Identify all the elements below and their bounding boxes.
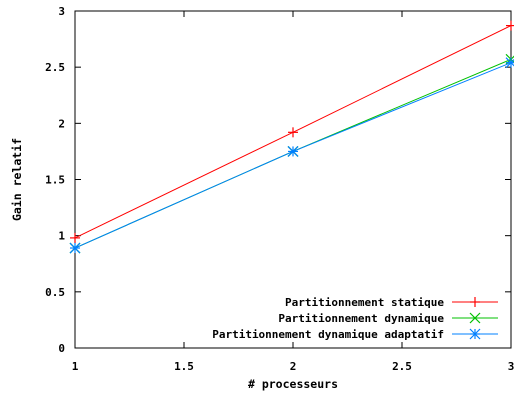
x-tick-label-2: 2	[290, 360, 297, 373]
x-tick-label-3: 2.5	[392, 360, 412, 373]
y-tick-label-0: 0	[58, 342, 65, 355]
legend-label-2: Partitionnement dynamique	[278, 312, 444, 325]
series-1-point-3	[506, 20, 514, 31]
x-tick-label-0: 1	[72, 360, 79, 373]
x-axis-ticks: 1 1.5 2 2.5 3	[72, 11, 514, 373]
x-tick-label-1: 1.5	[174, 360, 194, 373]
y-tick-label-5: 2.5	[45, 61, 65, 74]
legend-marker-3	[469, 328, 481, 340]
series-layer	[69, 20, 514, 254]
y-tick-label-2: 1	[58, 230, 65, 243]
y-axis-ticks: 0 0.5 1 1.5 2 2.5 3	[45, 5, 511, 355]
legend-label-1: Partitionnement statique	[285, 296, 444, 309]
y-tick-label-4: 2	[58, 117, 65, 130]
legend-marker-2	[469, 312, 481, 324]
legend-marker-1	[470, 297, 480, 307]
series-3-point-2	[287, 145, 299, 157]
series-3-point-1	[69, 242, 81, 254]
series-1-point-2	[288, 127, 298, 138]
x-axis-label: # processeurs	[248, 377, 338, 391]
y-tick-label-3: 1.5	[45, 174, 65, 187]
x-tick-label-4: 3	[508, 360, 514, 373]
series-3-point-3	[505, 57, 514, 69]
legend: Partitionnement statique Partitionnement …	[212, 296, 498, 341]
legend-label-3: Partitionnement dynamique adaptatif	[212, 328, 444, 341]
y-tick-label-6: 3	[58, 5, 65, 18]
series-1-point-1	[70, 232, 80, 243]
y-axis-label: Gain relatif	[10, 138, 24, 221]
y-tick-label-1: 0.5	[45, 286, 65, 299]
